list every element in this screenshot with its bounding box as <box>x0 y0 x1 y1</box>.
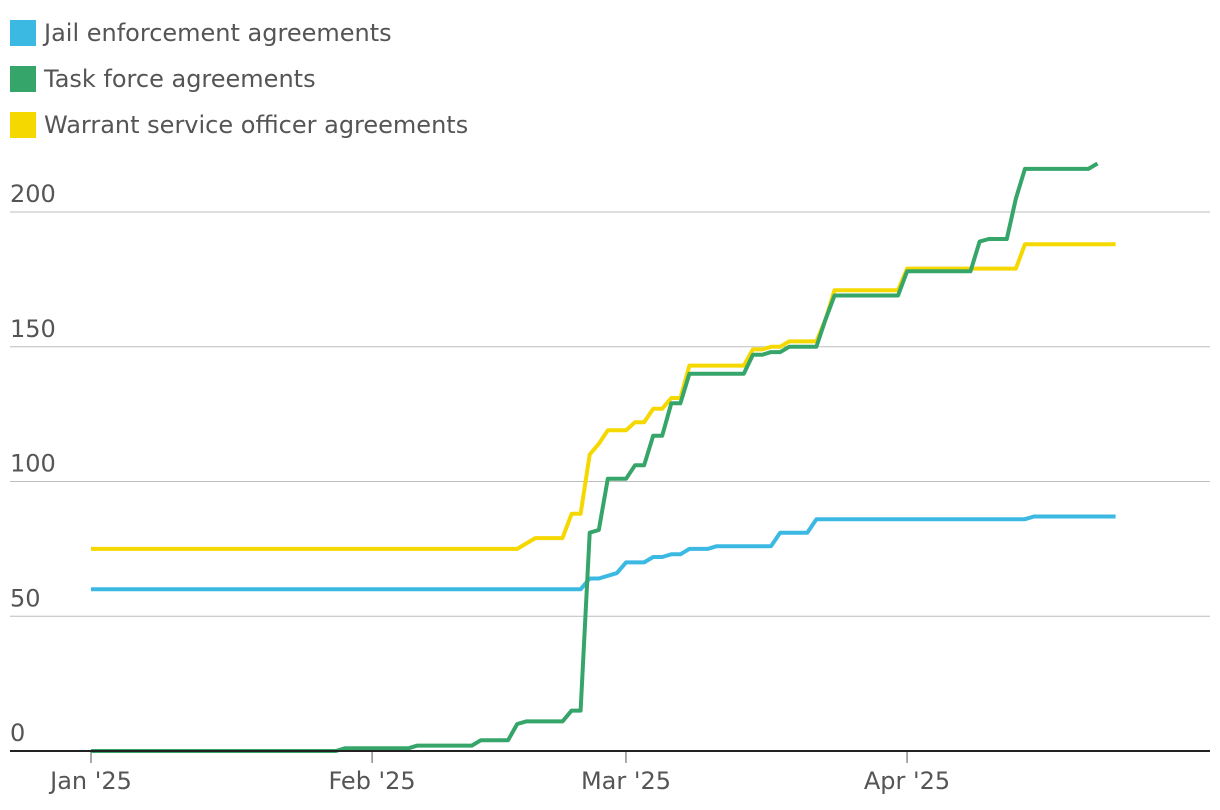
legend-swatch-jail <box>10 20 36 46</box>
legend-item-task-force: Task force agreements <box>10 56 468 102</box>
x-tick-label-1: Feb '25 <box>328 767 415 795</box>
y-tick-label-50: 50 <box>10 584 41 612</box>
series-line-jail <box>91 514 1116 592</box>
y-tick-label-150: 150 <box>10 315 56 343</box>
y-tick-label-0: 0 <box>10 719 25 747</box>
legend-item-jail: Jail enforcement agreements <box>10 10 468 56</box>
series-line-task-force <box>91 161 1099 753</box>
legend-label-warrant: Warrant service officer agreements <box>44 111 469 139</box>
legend-label-task-force: Task force agreements <box>44 65 316 93</box>
y-tick-label-100: 100 <box>10 450 56 478</box>
legend: Jail enforcement agreements Task force a… <box>10 10 468 148</box>
legend-item-warrant: Warrant service officer agreements <box>10 102 468 148</box>
x-tick-label-3: Apr '25 <box>864 767 950 795</box>
x-tick-label-0: Jan '25 <box>48 767 132 795</box>
legend-swatch-task-force <box>10 66 36 92</box>
legend-swatch-warrant <box>10 112 36 138</box>
legend-label-jail: Jail enforcement agreements <box>44 19 392 47</box>
y-tick-label-200: 200 <box>10 180 56 208</box>
x-tick-label-2: Mar '25 <box>581 767 671 795</box>
